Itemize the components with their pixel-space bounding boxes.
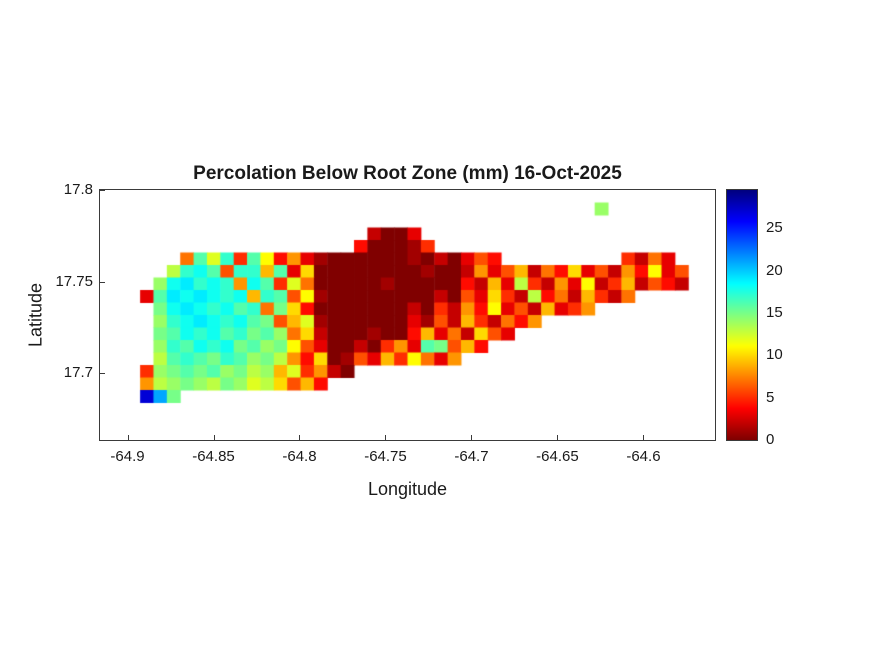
plot-area <box>99 189 716 441</box>
x-tick-label: -64.6 <box>626 448 661 465</box>
heatmap-canvas <box>100 190 715 440</box>
x-tick-label: -64.7 <box>454 448 489 465</box>
chart-title: Percolation Below Root Zone (mm) 16-Oct-… <box>193 163 622 184</box>
colorbar-tick-label: 0 <box>766 431 775 448</box>
colorbar-tick-label: 20 <box>766 261 783 279</box>
colorbar <box>726 189 758 441</box>
x-tick-mark <box>557 435 559 440</box>
y-tick-label: 17.75 <box>55 272 93 290</box>
colorbar-canvas <box>727 190 757 440</box>
x-tick-mark <box>471 435 473 440</box>
x-tick-mark <box>213 435 215 440</box>
y-tick-mark <box>100 373 105 375</box>
y-axis-label: Latitude <box>25 282 46 348</box>
x-tick-label: -64.65 <box>536 448 579 465</box>
x-tick-label: -64.8 <box>282 448 317 465</box>
x-axis-label: Longitude <box>367 479 448 499</box>
x-tick-label: -64.9 <box>110 448 145 465</box>
colorbar-tick-label: 5 <box>766 388 775 406</box>
x-tick-mark <box>643 435 645 440</box>
y-tick-label: 17.8 <box>63 181 93 198</box>
y-tick-mark <box>100 190 105 191</box>
x-tick-mark <box>299 435 301 440</box>
x-tick-label: -64.75 <box>364 448 407 465</box>
x-tick-mark <box>385 435 387 440</box>
colorbar-tick-label: 10 <box>766 346 783 364</box>
y-tick-label: 17.7 <box>63 364 93 382</box>
y-tick-mark <box>100 281 105 283</box>
x-tick-label: -64.85 <box>192 448 235 465</box>
colorbar-tick-label: 15 <box>766 303 783 321</box>
x-tick-mark <box>127 435 129 440</box>
colorbar-tick-label: 25 <box>766 219 783 237</box>
